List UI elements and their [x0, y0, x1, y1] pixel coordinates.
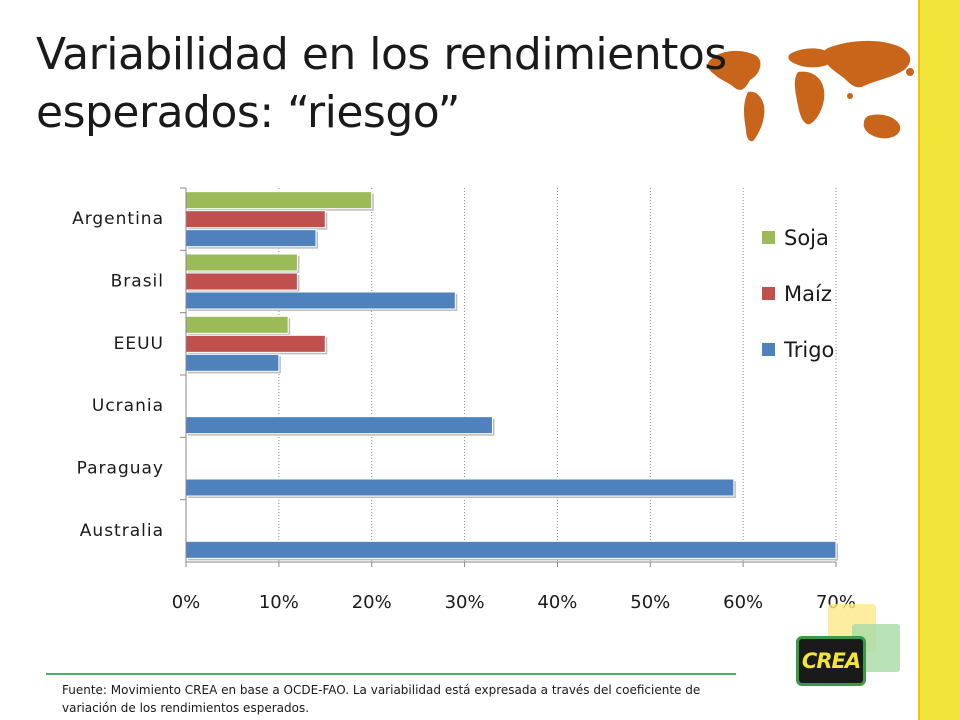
legend-swatch [762, 287, 775, 300]
legend-label: Maíz [784, 282, 832, 306]
category-label: EEUU [114, 334, 164, 354]
chart-bars [185, 191, 838, 561]
chart-legend: Soja Maíz Trigo [762, 226, 834, 362]
x-tick-label: 60% [723, 592, 763, 613]
world-map-icon [707, 40, 914, 142]
footnote: Fuente: Movimiento CREA en base a OCDE-F… [62, 681, 762, 717]
crea-logo-text: CREA [801, 649, 861, 673]
category-label: Brasil [111, 272, 164, 292]
title-line-2: esperados: “riesgo” [36, 87, 460, 138]
category-label: Paraguay [77, 459, 164, 479]
legend-swatch [762, 343, 775, 356]
bar-soja [185, 253, 298, 272]
bar-maz [185, 272, 298, 291]
bar-trigo [185, 416, 493, 435]
crea-logo: CREA [796, 636, 866, 686]
bar-trigo [185, 291, 456, 310]
side-accent-edge [918, 0, 920, 720]
x-tick-label: 40% [537, 592, 577, 613]
title-line-1: Variabilidad en los rendimientos [36, 29, 727, 80]
bar-trigo [185, 478, 735, 497]
bar-trigo [185, 353, 280, 372]
x-tick-label: 30% [445, 592, 485, 613]
legend-swatch [762, 231, 775, 244]
category-label: Argentina [72, 209, 164, 229]
bar-soja [185, 191, 373, 210]
x-tick-label: 50% [630, 592, 670, 613]
category-label: Australia [80, 521, 164, 541]
legend-label: Soja [784, 226, 829, 250]
bar-maz [185, 334, 326, 353]
x-tick-label: 20% [352, 592, 392, 613]
chart-axis: 0% 10% 20% 30% 40% 50% 60% 70%ArgentinaBrasilEE… [72, 187, 856, 613]
bar-trigo [185, 540, 837, 559]
chart-grid [278, 188, 837, 562]
x-tick-label: 0% [172, 592, 201, 613]
x-tick-label: 10% [259, 592, 299, 613]
page-title: Variabilidad en los rendimientos esperad… [36, 26, 836, 142]
footer-divider [46, 673, 736, 675]
bar-soja [185, 315, 289, 334]
legend-label: Trigo [783, 338, 834, 362]
category-label: Ucrania [92, 396, 164, 416]
footnote-line-1: Fuente: Movimiento CREA en base a OCDE-F… [62, 683, 701, 697]
footnote-line-2: variación de los rendimientos esperados. [62, 701, 310, 715]
side-accent-bar [920, 0, 960, 720]
bar-maz [185, 210, 326, 229]
bar-trigo [185, 229, 317, 248]
